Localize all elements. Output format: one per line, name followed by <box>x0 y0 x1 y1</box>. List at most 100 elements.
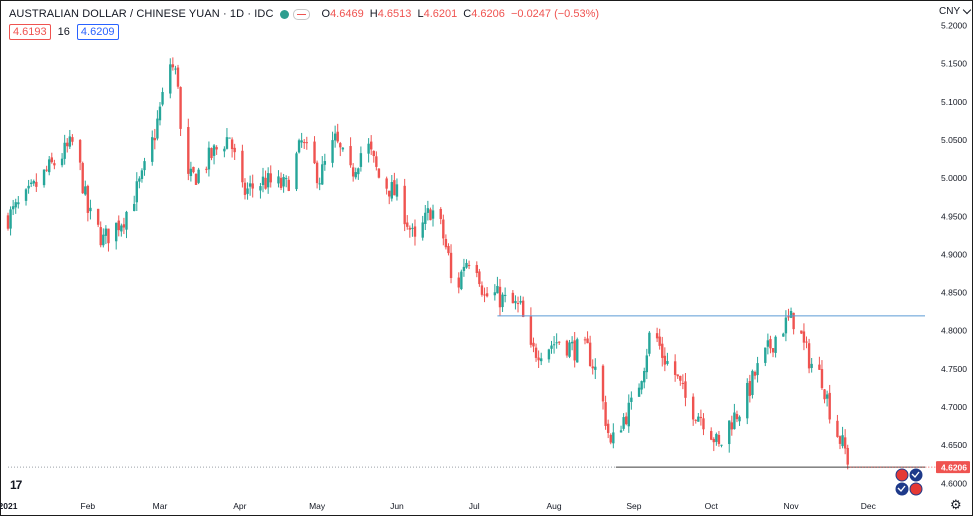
candle-body <box>823 389 826 400</box>
candle-body <box>753 371 757 376</box>
candle-body <box>521 300 525 317</box>
y-tick-label: 5.2000 <box>941 20 967 30</box>
sell-price-button[interactable]: 4.6193 <box>9 24 51 40</box>
candle-body <box>720 444 723 446</box>
candle-body <box>792 312 795 330</box>
candle-body <box>627 402 630 427</box>
candle-body <box>655 333 659 339</box>
candle-body <box>702 418 705 430</box>
drawings-layer <box>8 315 925 468</box>
candle-body <box>802 331 806 343</box>
candle-body <box>11 206 15 210</box>
candle-body <box>120 225 123 232</box>
candle-body <box>820 369 824 389</box>
candle-body <box>730 422 734 430</box>
data-status-icon[interactable] <box>292 8 310 20</box>
candle-body <box>594 366 597 370</box>
candle-body <box>287 179 290 191</box>
candle-body <box>99 227 102 246</box>
candle-body <box>277 176 280 184</box>
candle-body <box>766 340 770 347</box>
candle-body <box>138 178 141 182</box>
candle-body <box>323 161 327 165</box>
candle-body <box>282 177 285 187</box>
candle-body <box>114 222 118 242</box>
last-price-text: 4.6206 <box>941 463 967 473</box>
candle-body <box>800 330 803 334</box>
x-tick-label: Mar <box>153 501 168 511</box>
candle-body <box>485 293 489 297</box>
x-tick-label: Oct <box>705 501 719 511</box>
candle-body <box>230 139 234 150</box>
candle-body <box>630 397 633 402</box>
candle-body <box>475 265 479 274</box>
candle-body <box>406 222 409 227</box>
candle-body <box>558 341 561 343</box>
candle-body <box>197 169 200 183</box>
candle-body <box>676 374 679 377</box>
candle-body <box>609 434 612 443</box>
candle-body <box>321 164 324 185</box>
candle-body <box>573 340 576 361</box>
candle-body <box>733 412 736 430</box>
candle-body <box>529 316 533 345</box>
candle-body <box>514 300 517 304</box>
last-price-label: 4.6206 <box>850 461 970 474</box>
candle-body <box>658 336 661 346</box>
candle-body <box>143 161 146 171</box>
candle-body <box>619 430 623 433</box>
candle-body <box>189 168 193 177</box>
candle-body <box>377 168 381 178</box>
candle-body <box>764 347 767 363</box>
currency-selector[interactable]: CNY <box>939 5 972 17</box>
candle-body <box>818 364 821 370</box>
candle-body <box>86 185 90 213</box>
candle-body <box>735 414 739 420</box>
candle-body <box>516 303 520 305</box>
candle-body <box>32 180 35 184</box>
candle-body <box>462 266 466 271</box>
candle-body <box>697 416 700 422</box>
candle-body <box>305 142 308 144</box>
candle-body <box>171 64 175 68</box>
candle-body <box>789 311 793 318</box>
candle-body <box>787 316 790 318</box>
tradingview-logo[interactable]: 17 <box>10 478 22 492</box>
time-axis: 2021 Feb Mar Apr May Jun Jul Aug Sep Oct Nov Dec <box>0 501 877 511</box>
candle-body <box>426 208 430 213</box>
gear-icon[interactable]: ⚙ <box>950 497 962 512</box>
candle-body <box>45 169 48 171</box>
candle-body <box>684 381 687 398</box>
candle-body <box>89 207 92 212</box>
candle-body <box>125 211 128 230</box>
candle-body <box>251 183 254 189</box>
candle-body <box>269 173 272 183</box>
symbol-title[interactable]: AUSTRALIAN DOLLAR / CHINESE YUAN · 1D · … <box>9 8 274 20</box>
candle-body <box>588 342 592 366</box>
candle-body <box>341 147 345 150</box>
candle-body <box>393 180 396 196</box>
candle-body <box>68 136 72 147</box>
candle-body <box>315 162 319 184</box>
candle-body <box>411 227 414 229</box>
candle-body <box>586 338 589 344</box>
candle-body <box>156 118 159 139</box>
candle-body <box>606 423 610 434</box>
candle-body <box>825 394 829 399</box>
candle-body <box>359 153 363 167</box>
candle-body <box>710 431 713 440</box>
candle-body <box>6 215 10 229</box>
buy-price-button[interactable]: 4.6209 <box>76 24 119 40</box>
y-tick-label: 4.6000 <box>941 478 967 488</box>
last-price-badge <box>936 461 970 474</box>
candle-body <box>583 339 587 341</box>
candle-body <box>14 202 17 208</box>
compare-widget-icon[interactable] <box>894 467 924 497</box>
candle-body <box>84 186 87 195</box>
candle-body <box>738 416 741 422</box>
candle-body <box>565 340 569 356</box>
change-value: −0.0247 (−0.53%) <box>510 8 600 20</box>
candle-body <box>449 252 453 279</box>
candle-body <box>424 212 427 224</box>
